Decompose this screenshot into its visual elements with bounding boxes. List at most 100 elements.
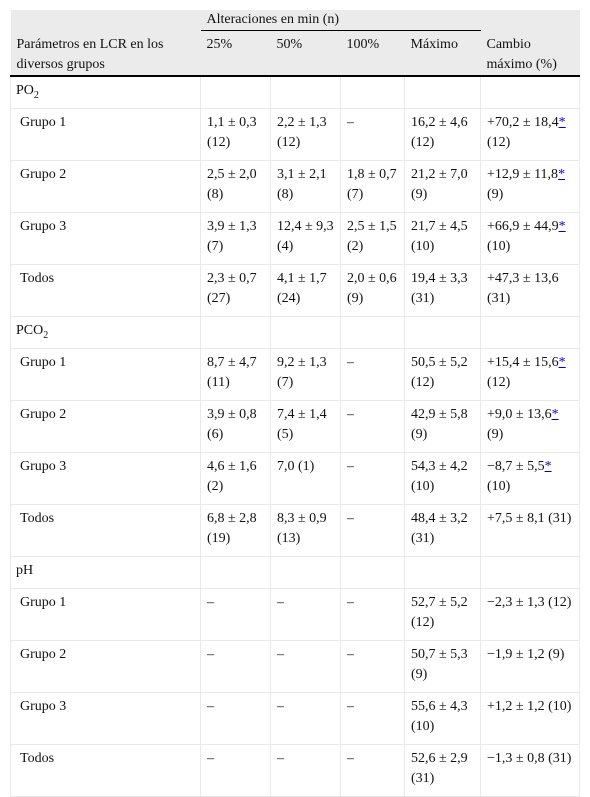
cell-100: 2,0 ± 0,6 (9): [340, 263, 405, 317]
empty-cell: [270, 75, 341, 109]
empty-cell: [270, 315, 341, 349]
footnote-asterisk-link[interactable]: *: [558, 166, 566, 182]
section-subscript: 2: [33, 89, 39, 101]
cell-100: –: [340, 743, 405, 797]
table-row: Grupo 1– – –52,7 ± 5,2 (12) −2,3 ± 1,3 (12): [10, 587, 580, 641]
change-value: +7,5 ± 8,1 (31): [487, 510, 572, 526]
footnote-asterisk-link[interactable]: *: [551, 406, 559, 422]
table-row: Grupo 1 1,1 ± 0,3 (12) 2,2 ± 1,3 (12) –16,2…: [10, 107, 580, 161]
cell-max: 54,3 ± 4,2 (10): [404, 451, 481, 505]
csf-parameters-table: Alteraciones en min (n) Parámetros en LC…: [10, 10, 580, 797]
empty-cell: [340, 75, 405, 109]
row-label: Todos: [10, 503, 201, 557]
cell-100: –: [340, 399, 405, 453]
change-value: −1,3 ± 0,8 (31): [487, 750, 572, 766]
row-label: Todos: [10, 263, 201, 317]
cell-change: +47,3 ± 13,6 (31): [480, 263, 580, 317]
empty-cell: [480, 75, 580, 109]
row-label: Grupo 1: [10, 347, 201, 401]
section-row: pH: [10, 555, 580, 589]
cell-max: 42,9 ± 5,8 (9): [404, 399, 481, 453]
change-value: +70,2 ± 18,4: [487, 114, 559, 130]
table-row: Grupo 2 2,5 ± 2,0 (8) 3,1 ± 2,1 (8) 1,8 ± 0…: [10, 159, 580, 213]
empty-cell: [200, 555, 271, 589]
footnote-asterisk-link[interactable]: *: [544, 458, 552, 474]
cell-100: 2,5 ± 1,5 (2): [340, 211, 405, 265]
row-label: Grupo 2: [10, 399, 201, 453]
section-name: PO: [16, 82, 34, 98]
table-row: Grupo 2– – –50,7 ± 5,3 (9) −1,9 ± 1,2 (9): [10, 639, 580, 693]
cell-max: 52,6 ± 2,9 (31): [404, 743, 481, 797]
cell-change: +9,0 ± 13,6* (9): [480, 399, 580, 453]
change-value: +47,3 ± 13,6 (31): [487, 270, 559, 306]
cell-100: –: [340, 451, 405, 505]
cell-100: –: [340, 503, 405, 557]
cell-100: –: [340, 347, 405, 401]
cell-change: +7,5 ± 8,1 (31): [480, 503, 580, 557]
change-value: −2,3 ± 1,3 (12): [487, 594, 572, 610]
change-count: (9): [487, 426, 504, 442]
cell-100: –: [340, 587, 405, 641]
change-value: +9,0 ± 13,6: [487, 406, 552, 422]
table-row: Todos 6,8 ± 2,8 (19) 8,3 ± 0,9 (13) –48,4 ±…: [10, 503, 580, 557]
row-label: Grupo 1: [10, 107, 201, 161]
cell-100: 1,8 ± 0,7 (7): [340, 159, 405, 213]
footnote-asterisk-link[interactable]: *: [558, 354, 566, 370]
empty-cell: [200, 315, 271, 349]
cell-max: 48,4 ± 3,2 (31): [404, 503, 481, 557]
header-group-label: Alteraciones en min (n): [200, 10, 481, 31]
cell-25: 8,7 ± 4,7 (11): [200, 347, 271, 401]
cell-change: −8,7 ± 5,5* (10): [480, 451, 580, 505]
change-value: +66,9 ± 44,9: [487, 218, 559, 234]
empty-cell: [340, 315, 405, 349]
cell-25: –: [200, 587, 271, 641]
table-header: Alteraciones en min (n) Parámetros en LC…: [10, 10, 580, 76]
row-label: Grupo 2: [10, 159, 201, 213]
footnote-asterisk-link[interactable]: *: [558, 218, 566, 234]
empty-cell: [340, 555, 405, 589]
empty-cell: [200, 75, 271, 109]
cell-change: +1,2 ± 1,2 (10): [480, 691, 580, 745]
cell-max: 50,7 ± 5,3 (9): [404, 639, 481, 693]
section-name: pH: [16, 562, 34, 578]
cell-50: –: [270, 743, 341, 797]
footnote-asterisk-link[interactable]: *: [558, 114, 566, 130]
cell-max: 16,2 ± 4,6 (12): [404, 107, 481, 161]
change-count: (12): [487, 134, 511, 150]
cell-change: +66,9 ± 44,9* (10): [480, 211, 580, 265]
cell-25: 3,9 ± 1,3 (7): [200, 211, 271, 265]
table-row: Grupo 3– – –55,6 ± 4,3 (10) +1,2 ± 1,2 (10): [10, 691, 580, 745]
cell-change: +70,2 ± 18,4* (12): [480, 107, 580, 161]
cell-25: –: [200, 691, 271, 745]
cell-change: −1,9 ± 1,2 (9): [480, 639, 580, 693]
empty-cell: [480, 555, 580, 589]
change-count: (10): [487, 238, 511, 254]
cell-50: 4,1 ± 1,7 (24): [270, 263, 341, 317]
cell-50: –: [270, 691, 341, 745]
change-value: +12,9 ± 11,8: [487, 166, 559, 182]
change-count: (9): [487, 186, 504, 202]
table-row: Grupo 1 8,7 ± 4,7 (11) 9,2 ± 1,3 (7) –50,5 …: [10, 347, 580, 401]
row-label: Todos: [10, 743, 201, 797]
header-stub-label: Parámetros en LCR en los diversos grupos: [10, 30, 201, 76]
row-label: Grupo 3: [10, 211, 201, 265]
table-body: PO2 Grupo 1 1,1 ± 0,3 (12) 2,2 ± 1,3 (12) –1…: [10, 75, 580, 797]
table-row: Todos – – –52,6 ± 2,9 (31) −1,3 ± 0,8 (31): [10, 743, 580, 797]
table-row: Grupo 2 3,9 ± 0,8 (6) 7,4 ± 1,4 (5) –42,9 ±…: [10, 399, 580, 453]
cell-change: +15,4 ± 15,6* (12): [480, 347, 580, 401]
section-row: PO2: [10, 75, 580, 109]
cell-max: 50,5 ± 5,2 (12): [404, 347, 481, 401]
row-label: Grupo 3: [10, 691, 201, 745]
cell-50: 7,4 ± 1,4 (5): [270, 399, 341, 453]
header-col-max: Máximo: [404, 30, 481, 76]
empty-cell: [404, 315, 481, 349]
table-row: Grupo 3 4,6 ± 1,6 (2) 7,0 (1) –54,3 ± 4,2 (…: [10, 451, 580, 505]
cell-max: 19,4 ± 3,3 (31): [404, 263, 481, 317]
empty-cell: [404, 555, 481, 589]
cell-50: 3,1 ± 2,1 (8): [270, 159, 341, 213]
row-label: Grupo 2: [10, 639, 201, 693]
cell-100: –: [340, 639, 405, 693]
cell-25: 4,6 ± 1,6 (2): [200, 451, 271, 505]
section-row: PCO2: [10, 315, 580, 349]
header-col-25: 25%: [200, 30, 271, 76]
